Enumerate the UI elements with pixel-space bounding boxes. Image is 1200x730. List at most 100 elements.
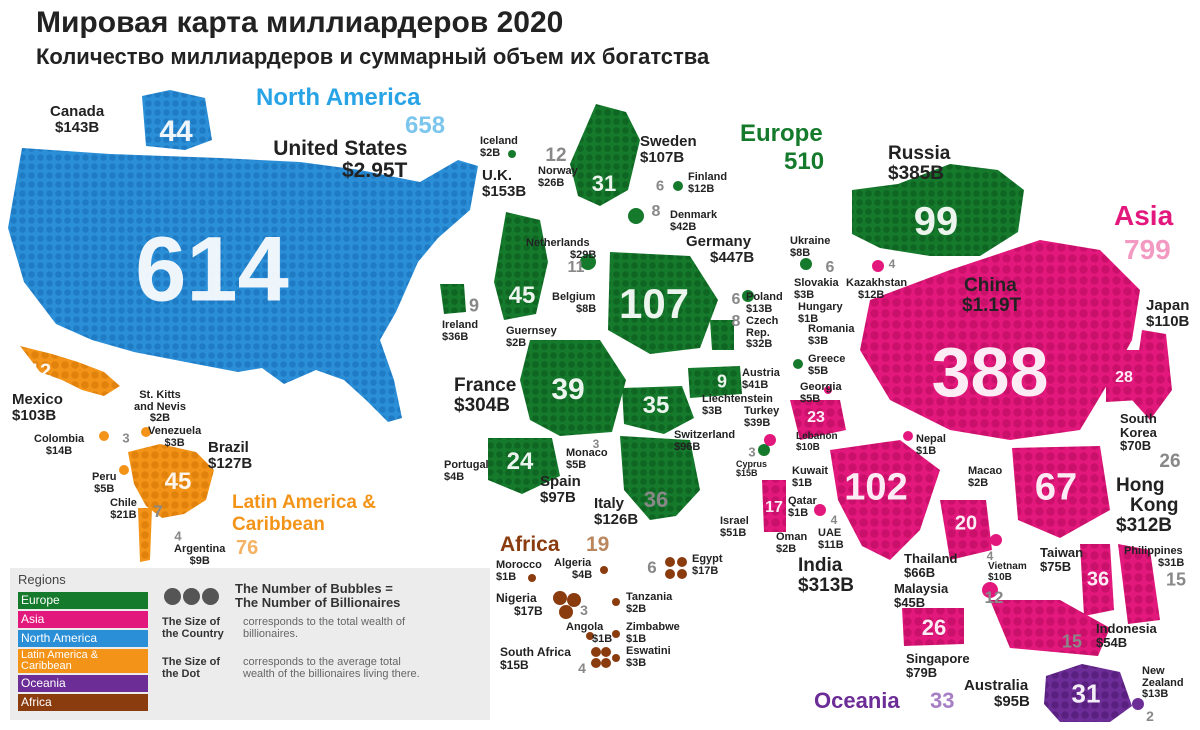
- region-asia-count: 799: [1124, 234, 1171, 265]
- label-denmark: Denmark $42B: [670, 209, 718, 233]
- label-ireland: Ireland $36B: [442, 319, 479, 343]
- label-singapore: Singapore $79B: [906, 651, 970, 680]
- nepal-dot: [903, 431, 913, 441]
- vietnam-count: 4: [986, 549, 994, 563]
- label-vietnam: Vietnam $10B: [988, 561, 1027, 583]
- south-africa-dots-4: [601, 658, 611, 668]
- zimbabwe-dot: [612, 630, 620, 638]
- label-brazil: Brazil $127B: [208, 439, 253, 472]
- netherlands-dots: [580, 254, 596, 270]
- sweden-count: 31: [591, 171, 617, 196]
- mexico-shape: [20, 346, 120, 396]
- czech-count: 8: [731, 313, 741, 330]
- hong-kong-count: 67: [1034, 466, 1078, 509]
- label-monaco: Monaco $5B: [566, 447, 608, 471]
- turkey-count: 23: [807, 409, 825, 426]
- label-nepal: Nepal $1B: [916, 433, 946, 457]
- russia-count: 99: [913, 199, 959, 244]
- region-africa: Africa: [500, 533, 560, 556]
- colombia-count: 3: [122, 430, 130, 446]
- czech-shape: [710, 320, 734, 350]
- iceland-dot: [508, 150, 516, 158]
- region-oceania-count: 33: [930, 688, 955, 713]
- label-eswatini: Eswatini $3B: [626, 645, 671, 669]
- label-austria: Austria $41B: [742, 367, 780, 391]
- nigeria-dots-2: [567, 593, 581, 607]
- egypt-dots-1: [665, 557, 675, 567]
- label-russia: Russia $385B: [888, 143, 951, 184]
- japan-shape: [1132, 330, 1172, 420]
- region-latin-america: Latin America & Caribbean: [232, 492, 376, 535]
- canada-count: 44: [159, 115, 193, 148]
- south-africa-dots-1: [591, 647, 601, 657]
- cyprus-dots: [758, 444, 770, 456]
- indonesia-count: 15: [1061, 631, 1083, 652]
- vietnam-dots: [990, 534, 1002, 546]
- label-indonesia: Indonesia $54B: [1096, 621, 1157, 650]
- legend-size-country-desc: corresponds to the total wealth of billio…: [243, 616, 406, 641]
- peru-dot: [119, 465, 129, 475]
- tanzania-dot: [612, 598, 620, 606]
- region-north-america: North America: [256, 84, 421, 111]
- label-south-africa: South Africa $15B: [500, 645, 571, 672]
- label-macao: Macao $2B: [968, 465, 1003, 489]
- denmark-dots: [628, 208, 644, 224]
- label-lebanon: Lebanon $10B: [796, 431, 838, 453]
- egypt-count: 6: [647, 558, 657, 577]
- label-kuwait: Kuwait $1B: [792, 465, 829, 489]
- south-africa-count: 4: [578, 660, 586, 676]
- label-south-korea: South Korea $70B: [1120, 411, 1157, 454]
- italy-count: 36: [643, 487, 669, 512]
- label-ukraine: Ukraine $8B: [790, 235, 831, 259]
- label-thailand: Thailand $66B: [904, 551, 958, 580]
- legend-size-country-key: The Size of the Country: [162, 616, 224, 641]
- label-romania: Romania $3B: [808, 323, 855, 347]
- nigeria-dots-1: [553, 591, 567, 605]
- philippines-shape: [1118, 544, 1160, 624]
- china-count: 388: [931, 333, 1049, 411]
- nigeria-count: 3: [580, 602, 588, 618]
- ireland-count: 9: [468, 295, 480, 316]
- label-china: China $1.19T: [962, 275, 1022, 316]
- thailand-count: 20: [954, 512, 978, 535]
- spain-shape: [488, 438, 560, 494]
- malaysia-dots: [982, 582, 998, 598]
- label-germany: Germany $447B: [686, 233, 755, 266]
- uk-shape: [494, 212, 548, 320]
- egypt-dots-3: [665, 569, 675, 579]
- label-slovakia: Slovakia $3B: [794, 277, 839, 301]
- label-kazakhstan: Kazakhstan $12B: [846, 277, 908, 301]
- venezuela-dot: [141, 427, 151, 437]
- ukraine-count: 6: [825, 259, 835, 276]
- israel-shape: [762, 480, 786, 532]
- label-spain: Spain $97B: [540, 473, 581, 506]
- philippines-count: 15: [1165, 569, 1187, 590]
- legend-item-africa: Africa: [18, 694, 148, 711]
- legend-item-oceania: Oceania: [18, 675, 148, 692]
- label-peru: Peru $5B: [92, 471, 117, 495]
- label-liechtenstein: Liechtenstein $3B: [702, 393, 773, 417]
- new-zealand-count: 2: [1146, 708, 1154, 724]
- austria-shape: [688, 366, 742, 398]
- finland-dots: [673, 181, 683, 191]
- label-qatar: Qatar $1B: [788, 495, 817, 519]
- lebanon-dots: [764, 434, 776, 446]
- label-norway: Norway $26B: [538, 165, 578, 189]
- georgia-dot: [824, 386, 832, 394]
- label-switzerland: Switzerland $96B: [674, 429, 736, 453]
- argentina-count: 4: [174, 528, 182, 544]
- australia-count: 31: [1071, 678, 1101, 709]
- label-japan: Japan $110B: [1146, 297, 1190, 330]
- legend-panel: Regions Europe Asia North America Latin …: [10, 568, 490, 720]
- label-mexico: Mexico $103B: [12, 391, 63, 424]
- russia-shape: [852, 164, 1024, 256]
- new-zealand-dots: [1132, 698, 1144, 710]
- label-chile: Chile $21B: [110, 497, 137, 521]
- sweden-shape: [570, 104, 640, 206]
- south-africa-dots-3: [591, 658, 601, 668]
- algeria-dot: [600, 566, 608, 574]
- label-new-zealand: New Zealand $13B: [1142, 665, 1184, 701]
- denmark-count: 8: [651, 203, 661, 220]
- region-africa-count: 19: [586, 533, 610, 556]
